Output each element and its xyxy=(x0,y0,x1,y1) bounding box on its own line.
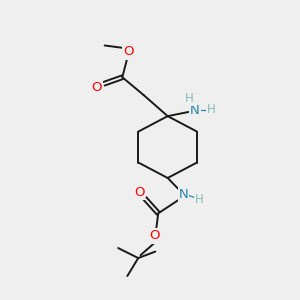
Text: O: O xyxy=(92,81,102,94)
Text: H: H xyxy=(207,103,215,116)
Text: O: O xyxy=(149,230,160,242)
Text: H: H xyxy=(185,92,194,105)
Text: N: N xyxy=(179,188,188,201)
Text: N: N xyxy=(190,104,200,117)
Text: O: O xyxy=(123,45,134,58)
Text: O: O xyxy=(134,186,144,199)
Text: H: H xyxy=(194,193,203,206)
